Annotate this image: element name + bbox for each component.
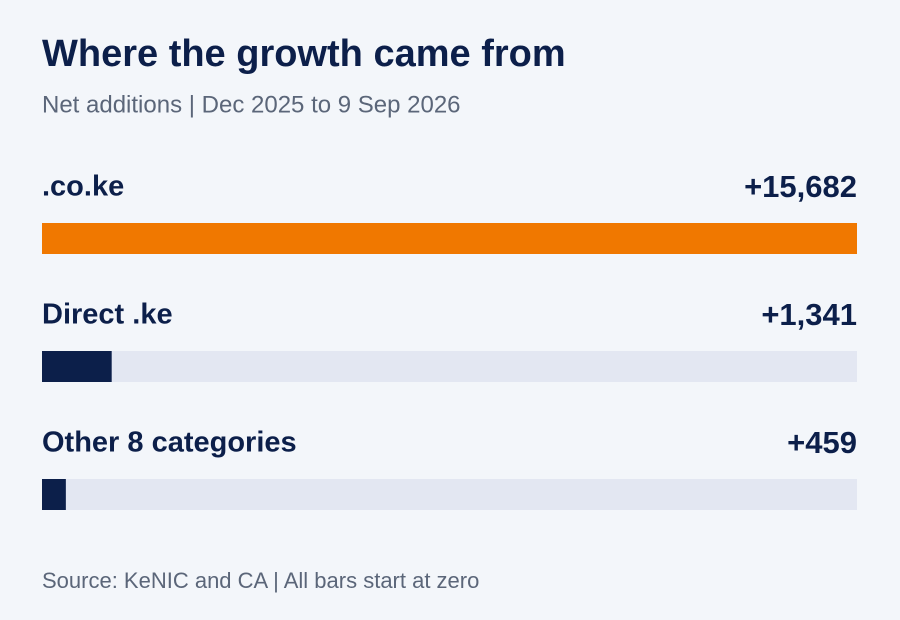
- category-label: .co.ke: [42, 171, 124, 203]
- source-note: Source: KeNIC and CA | All bars start at…: [42, 568, 479, 593]
- value-label: +1,341: [761, 297, 857, 332]
- value-label: +459: [787, 425, 857, 460]
- bar: [42, 223, 857, 254]
- category-label: Direct .ke: [42, 299, 173, 331]
- value-label: +15,682: [744, 169, 857, 204]
- bar: [42, 479, 66, 510]
- chart-subtitle: Net additions | Dec 2025 to 9 Sep 2026: [42, 91, 461, 118]
- bar: [42, 351, 112, 382]
- bar-track: [42, 351, 857, 382]
- category-label: Other 8 categories: [42, 427, 297, 459]
- chart-title: Where the growth came from: [42, 33, 566, 75]
- bar-track: [42, 479, 857, 510]
